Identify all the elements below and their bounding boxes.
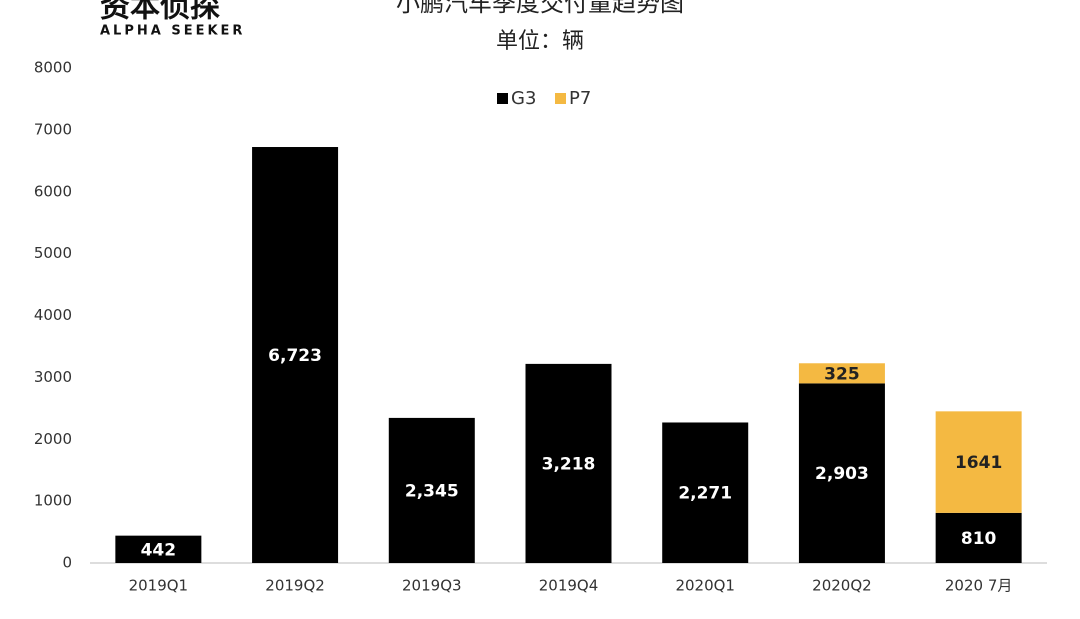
bar-segment	[252, 147, 339, 563]
legend-label: G3	[511, 88, 536, 109]
x-tick-label: 2020 7月	[945, 577, 1013, 595]
bar-segment	[525, 363, 612, 563]
data-label: 1641	[955, 453, 1002, 473]
bar-segment	[935, 411, 1022, 513]
y-tick-label: 1000	[34, 492, 72, 510]
data-label: 325	[824, 364, 860, 384]
y-tick-label: 0	[62, 554, 72, 572]
data-label: 2,903	[815, 464, 869, 484]
y-tick-label: 3000	[34, 368, 72, 386]
bar-segment	[388, 417, 475, 563]
y-tick-label: 5000	[34, 244, 72, 262]
data-label: 2,345	[405, 481, 459, 501]
x-tick-label: 2019Q2	[265, 577, 325, 595]
bar-segment	[798, 363, 885, 384]
chart-subtitle: 单位：辆	[496, 29, 584, 54]
y-tick-label: 4000	[34, 306, 72, 324]
y-tick-label: 8000	[34, 59, 72, 77]
data-label: 3,218	[542, 454, 596, 474]
y-tick-label: 2000	[34, 430, 72, 448]
legend-swatch	[555, 93, 566, 104]
logo-name: 资本侦探	[100, 0, 220, 25]
y-tick-label: 7000	[34, 120, 72, 138]
data-label: 2,271	[678, 484, 732, 504]
x-tick-label: 2020Q1	[675, 577, 735, 595]
y-tick-label: 6000	[34, 182, 72, 200]
x-tick-label: 2019Q1	[129, 577, 189, 595]
x-tick-label: 2020Q2	[812, 577, 872, 595]
data-label: 6,723	[268, 346, 322, 366]
chart-title: 小鹏汽车季度交付量趋势图	[396, 0, 684, 17]
bar-segment	[798, 383, 885, 563]
x-tick-label: 2019Q4	[539, 577, 599, 595]
bar-segment	[662, 422, 749, 563]
bar-segment	[115, 535, 202, 563]
logo-tagline: ALPHA SEEKER	[100, 24, 245, 39]
legend-swatch	[497, 93, 508, 104]
legend-label: P7	[569, 88, 591, 109]
data-label: 810	[961, 529, 997, 549]
bar-segment	[935, 512, 1022, 563]
x-tick-label: 2019Q3	[402, 577, 462, 595]
data-label: 442	[141, 540, 177, 560]
